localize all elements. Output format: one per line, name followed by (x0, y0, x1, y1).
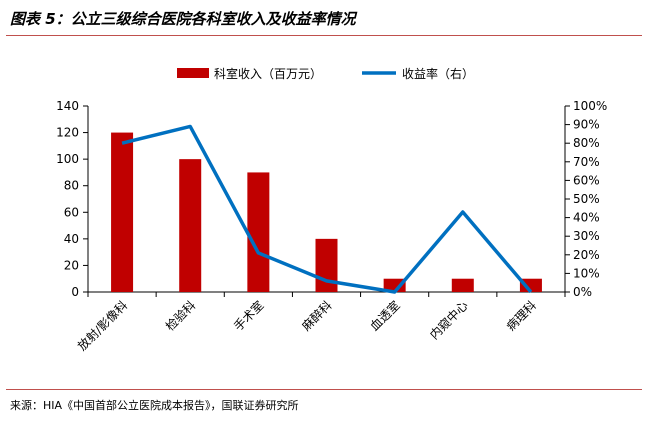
y-left-tick-label: 60 (64, 205, 79, 219)
x-tick-label: 病理科 (503, 298, 539, 334)
legend-line-label: 收益率（右） (402, 66, 474, 81)
y-right-tick-label: 10% (573, 266, 600, 280)
x-tick-label: 麻醉科 (299, 298, 335, 334)
y-right-tick-label: 100% (573, 99, 607, 113)
bar (179, 159, 202, 292)
x-tick-label: 手术室 (230, 298, 266, 334)
bar (111, 132, 134, 292)
legend-bar-swatch (177, 68, 209, 78)
footer-divider (6, 389, 642, 390)
y-right-tick-label: 20% (573, 248, 600, 262)
x-tick-label: 内窥中心 (426, 298, 471, 343)
bar (315, 238, 338, 292)
bar (383, 278, 406, 292)
bar (247, 172, 270, 292)
y-right-tick-label: 40% (573, 211, 600, 225)
chart-title: 图表 5：公立三级综合医院各科室收入及收益率情况 (10, 10, 356, 28)
source-note: 来源：HIA《中国首部公立医院成本报告》，国联证券研究所 (10, 399, 299, 412)
y-right-tick-label: 30% (573, 229, 600, 243)
y-right-tick-label: 80% (573, 136, 600, 150)
y-left-tick-label: 0 (71, 285, 79, 299)
x-tick-label: 放射/影像科 (74, 298, 130, 354)
y-right-tick-label: 50% (573, 192, 600, 206)
y-right-tick-label: 60% (573, 173, 600, 187)
x-tick-label: 血透室 (367, 298, 403, 334)
y-left-tick-label: 20 (64, 258, 79, 272)
y-left-tick-label: 120 (56, 126, 79, 140)
y-right-tick-label: 90% (573, 118, 600, 132)
x-tick-label: 检验科 (162, 298, 198, 334)
y-right-tick-label: 70% (573, 155, 600, 169)
y-left-tick-label: 80 (64, 179, 79, 193)
bar (451, 278, 474, 292)
y-left-tick-label: 140 (56, 99, 79, 113)
title-divider (6, 35, 642, 36)
y-left-tick-label: 40 (64, 232, 79, 246)
y-left-tick-label: 100 (56, 152, 79, 166)
bar (519, 278, 542, 292)
y-right-tick-label: 0% (573, 285, 592, 299)
legend-bar-label: 科室收入（百万元） (214, 66, 322, 81)
